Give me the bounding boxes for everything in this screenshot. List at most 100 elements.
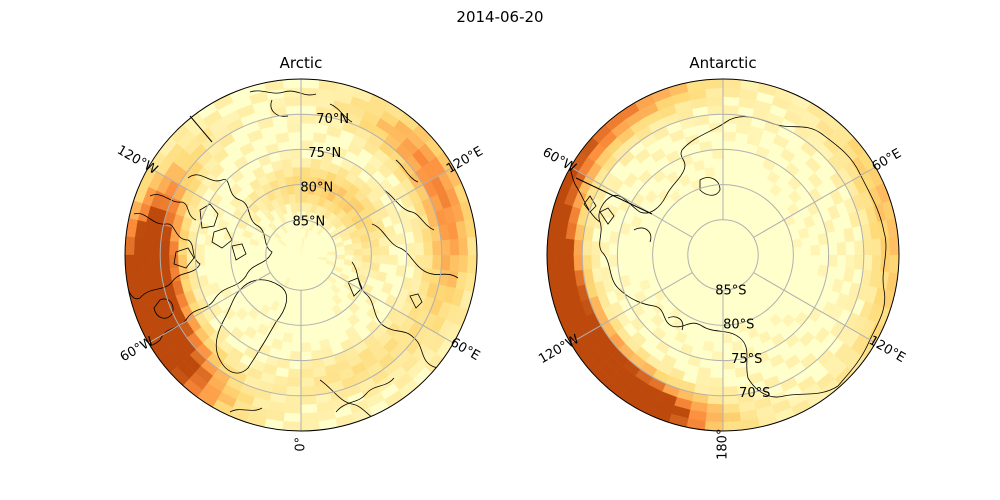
heat-cell	[285, 394, 302, 405]
map-boundary-arctic	[124, 78, 478, 432]
heat-cell	[151, 254, 162, 271]
heat-cell	[247, 129, 264, 143]
heat-cell	[159, 254, 170, 270]
heat-cell	[547, 254, 557, 274]
heat-cell	[282, 332, 293, 343]
heat-cell	[362, 247, 372, 256]
heat-cell	[657, 189, 671, 203]
heat-cell	[564, 238, 575, 256]
heat-cell	[432, 254, 443, 270]
heat-cell	[376, 271, 388, 283]
coastline	[129, 174, 273, 357]
heat-cell	[671, 318, 684, 332]
heat-cell	[854, 254, 865, 270]
heat-cell	[644, 189, 658, 204]
heat-cell	[229, 195, 243, 209]
coastline	[125, 212, 201, 300]
heat-cell	[814, 327, 831, 344]
heat-cell	[707, 394, 724, 405]
heat-cell	[423, 240, 434, 256]
heat-cell	[300, 368, 315, 379]
coastline	[270, 99, 289, 117]
heat-cell	[331, 293, 343, 306]
heat-cell	[440, 254, 451, 271]
heat-cell	[449, 254, 460, 272]
latitude-label: 70°S	[739, 386, 770, 401]
heat-cell	[705, 412, 724, 423]
heat-cell	[650, 148, 667, 163]
heat-cell	[275, 132, 290, 144]
heat-field-antarctic	[547, 79, 899, 431]
heat-cell	[353, 254, 363, 262]
heat-cell	[277, 239, 288, 247]
longitude-label: 60°W	[118, 334, 157, 365]
heat-cell	[555, 237, 566, 256]
heat-cell	[711, 351, 724, 361]
heat-cell	[769, 353, 785, 368]
heat-cell	[769, 183, 783, 197]
heat-cell	[256, 323, 270, 336]
heat-cell	[235, 307, 249, 321]
heat-cell	[707, 105, 724, 116]
heat-cell	[708, 386, 724, 397]
heat-cell	[599, 241, 610, 256]
heat-cell	[300, 394, 317, 405]
heat-cell	[692, 160, 705, 172]
heat-cell	[722, 131, 737, 142]
heat-cell	[286, 377, 302, 388]
heat-cell	[608, 254, 619, 268]
heat-cell	[379, 245, 390, 256]
heat-cell	[836, 241, 847, 256]
panel-title-antarctic: Antarctic	[689, 54, 756, 72]
heat-cell	[674, 330, 688, 344]
heat-cell	[168, 240, 179, 256]
coastline	[329, 103, 353, 123]
heat-cell	[301, 237, 305, 247]
heat-cell	[300, 342, 312, 353]
heat-cell	[845, 254, 856, 270]
heat-cell	[650, 313, 665, 328]
heat-cell	[731, 340, 744, 352]
graticule-arctic	[125, 79, 477, 431]
heat-cell	[772, 134, 790, 149]
heat-cell	[467, 236, 477, 256]
coastline	[633, 227, 652, 243]
heat-cell	[467, 254, 477, 274]
heat-cell	[722, 403, 740, 414]
heat-cell	[249, 91, 269, 105]
heat-cell	[312, 132, 327, 144]
heat-cell	[290, 157, 302, 168]
heat-cell	[133, 237, 144, 256]
heat-cell	[335, 254, 346, 260]
sector-edge-line	[575, 177, 653, 215]
heat-cell	[300, 412, 319, 423]
heat-cell	[779, 148, 796, 163]
longitude-label: 120°E	[444, 144, 486, 177]
heat-cell	[300, 245, 303, 256]
heat-cell	[414, 254, 425, 269]
coastline	[599, 207, 615, 225]
heat-cell	[458, 254, 469, 273]
heat-cell	[423, 254, 434, 270]
heat-cell	[871, 254, 882, 272]
heat-cell	[309, 167, 320, 178]
heat-cell	[555, 254, 566, 273]
heat-cell	[282, 421, 302, 431]
heat-cell	[300, 359, 314, 370]
latitude-label: 70°N	[316, 112, 349, 127]
heat-cell	[125, 254, 135, 274]
heat-cell	[142, 238, 153, 256]
heat-cell	[784, 354, 801, 370]
heat-cell	[330, 284, 341, 295]
heat-cell	[862, 254, 873, 271]
heat-cell	[889, 236, 899, 256]
longitude-label: 120°E	[866, 333, 908, 366]
heat-cell	[722, 87, 741, 98]
heat-cell	[590, 240, 601, 256]
heat-cell	[370, 246, 381, 256]
heat-cell	[284, 403, 302, 414]
heat-cell	[252, 166, 266, 180]
heat-cell	[807, 172, 823, 189]
coastline	[409, 293, 423, 309]
